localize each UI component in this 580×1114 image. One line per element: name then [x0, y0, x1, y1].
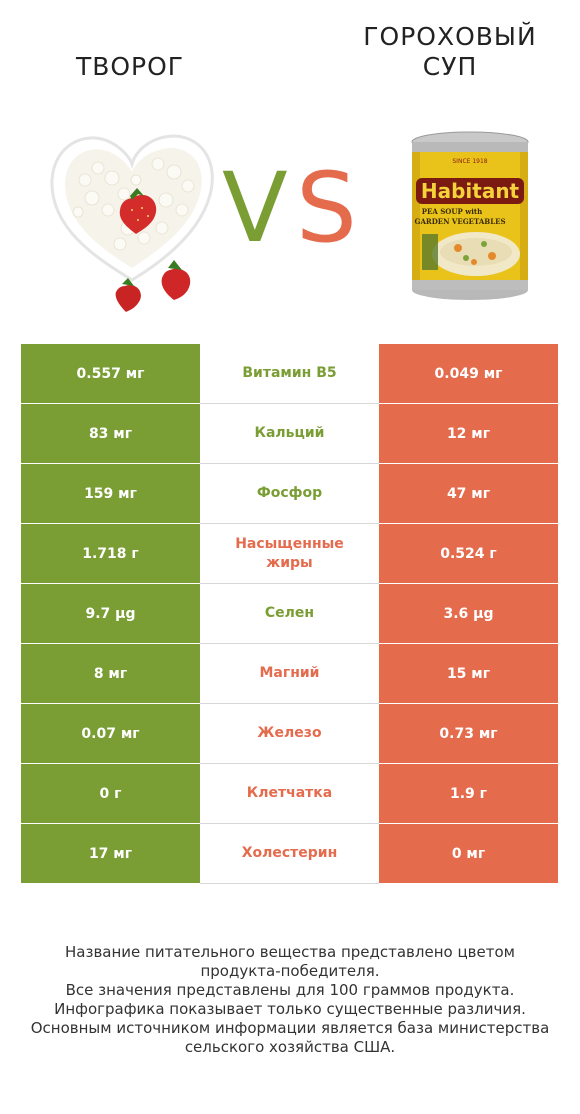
left-value-cell: 8 мг	[21, 644, 200, 703]
left-value-cell: 0 г	[21, 764, 200, 823]
cottage-cheese-image	[40, 120, 225, 315]
left-value-cell: 159 мг	[21, 464, 200, 523]
footer-note: Название питательного вещества представл…	[20, 943, 560, 1057]
right-value-cell: 12 мг	[379, 404, 558, 463]
right-value-cell: 0 мг	[379, 824, 558, 883]
footer-line: сельского хозяйства США.	[184, 1038, 396, 1056]
nutrient-name-cell: Селен	[200, 584, 379, 643]
right-value-cell: 0.73 мг	[379, 704, 558, 763]
can-line2-text: GARDEN VEGETABLES	[414, 217, 505, 226]
nutrient-name-cell: Холестерин	[200, 824, 379, 883]
can-line1-text: PEA SOUP with	[422, 207, 482, 216]
left-value-cell: 83 мг	[21, 404, 200, 463]
nutrient-name-cell: Витамин B5	[200, 344, 379, 403]
right-value-cell: 3.6 µg	[379, 584, 558, 643]
table-row: 0 г Клетчатка 1.9 г	[21, 764, 558, 824]
left-value-cell: 17 мг	[21, 824, 200, 883]
table-row: 0.07 мг Железо 0.73 мг	[21, 704, 558, 764]
can-top-text: SINCE 1918	[452, 158, 487, 165]
table-row: 0.557 мг Витамин B5 0.049 мг	[21, 344, 558, 404]
pea-soup-can-image: SINCE 1918 Habitant PEA SOUP with GARDEN…	[400, 130, 540, 305]
vs-v-letter: V	[222, 152, 288, 264]
can-brand-text: Habitant	[421, 179, 520, 203]
left-value-cell: 0.557 мг	[21, 344, 200, 403]
right-title-line-1: гороховый	[363, 22, 537, 51]
left-value-cell: 1.718 г	[21, 524, 200, 583]
table-row: 159 мг Фосфор 47 мг	[21, 464, 558, 524]
footer-line: Основным источником информации является …	[30, 1019, 550, 1037]
nutrient-name-cell: Насыщенные жиры	[200, 524, 379, 583]
table-row: 9.7 µg Селен 3.6 µg	[21, 584, 558, 644]
left-product-title: творог	[20, 52, 240, 82]
right-product-title: гороховый суп	[340, 22, 560, 82]
right-title-line-2: суп	[422, 52, 478, 81]
nutrient-name-cell: Клетчатка	[200, 764, 379, 823]
nutrient-name-cell: Железо	[200, 704, 379, 763]
nutrient-comparison-table: 0.557 мг Витамин B5 0.049 мг 83 мг Кальций 12…	[21, 344, 558, 884]
vs-s-letter: S	[296, 152, 357, 264]
table-row: 1.718 г Насыщенные жиры 0.524 г	[21, 524, 558, 584]
nutrient-name-cell: Магний	[200, 644, 379, 703]
footer-line: Инфографика показывает только существенн…	[54, 1000, 526, 1018]
footer-line: Название питательного вещества представл…	[65, 943, 515, 961]
left-value-cell: 9.7 µg	[21, 584, 200, 643]
table-row: 83 мг Кальций 12 мг	[21, 404, 558, 464]
table-row: 8 мг Магний 15 мг	[21, 644, 558, 704]
left-title-line: творог	[75, 52, 185, 81]
right-value-cell: 47 мг	[379, 464, 558, 523]
left-value-cell: 0.07 мг	[21, 704, 200, 763]
right-value-cell: 0.049 мг	[379, 344, 558, 403]
right-value-cell: 1.9 г	[379, 764, 558, 823]
footer-line: Все значения представлены для 100 граммо…	[65, 981, 515, 999]
nutrient-name-cell: Фосфор	[200, 464, 379, 523]
right-value-cell: 15 мг	[379, 644, 558, 703]
table-row: 17 мг Холестерин 0 мг	[21, 824, 558, 884]
footer-line: продукта-победителя.	[200, 962, 380, 980]
right-value-cell: 0.524 г	[379, 524, 558, 583]
nutrient-name-cell: Кальций	[200, 404, 379, 463]
